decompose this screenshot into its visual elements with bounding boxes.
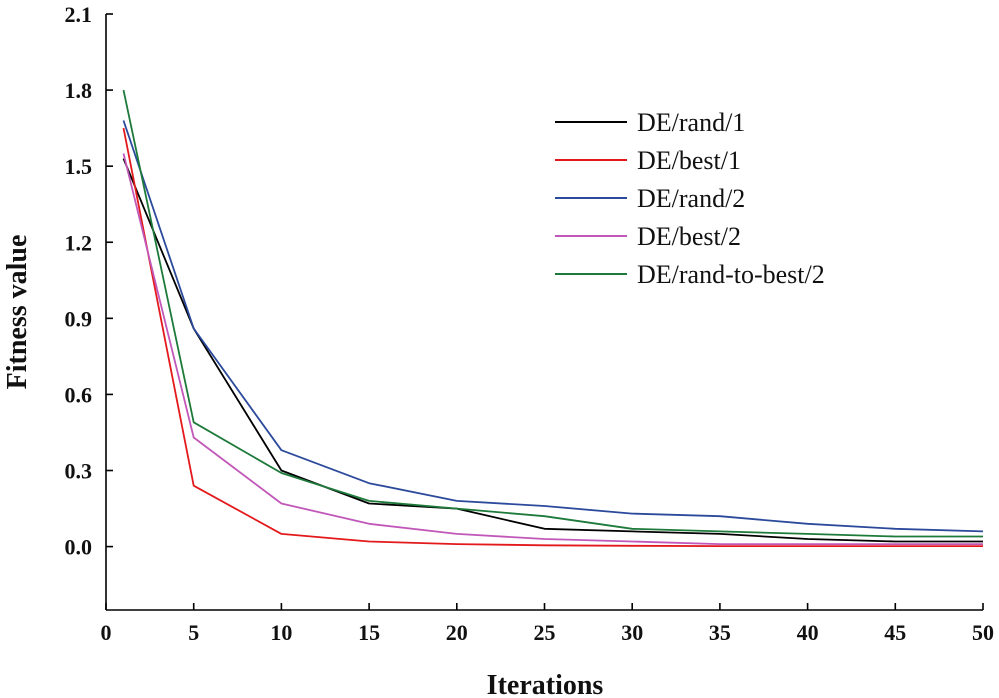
y-tick-label: 1.5 [65, 154, 93, 179]
x-tick-label: 15 [358, 620, 380, 645]
x-axis-title: Iterations [487, 670, 604, 698]
x-tick-label: 35 [709, 620, 731, 645]
legend-label-de-best-1: DE/best/1 [637, 146, 741, 175]
y-tick-label: 0.3 [65, 459, 93, 484]
y-tick-label: 1.8 [65, 78, 93, 103]
x-tick-label: 10 [270, 620, 292, 645]
axes [105, 14, 983, 611]
x-tick-label: 40 [797, 620, 819, 645]
y-ticks: 0.0 0.3 0.6 0.9 1.2 1.5 1.8 2.1 [65, 2, 113, 560]
series-line-de-rand-2 [122, 120, 984, 533]
x-tick-label: 20 [446, 620, 468, 645]
y-tick-label: 2.1 [65, 2, 93, 27]
legend: DE/rand/1 DE/best/1 DE/rand/2 DE/best/2 DE/r… [555, 108, 825, 289]
x-ticks: 0 5 10 15 20 25 30 35 40 45 50 [101, 603, 994, 645]
series-line-de-best-1 [122, 127, 983, 547]
series-line-de-best-2 [122, 153, 983, 545]
y-axis-title: Fitness value [2, 235, 33, 390]
legend-label-de-best-2: DE/best/2 [637, 222, 741, 251]
legend-label-de-rand-2: DE/rand/2 [637, 184, 745, 213]
x-tick-label: 30 [621, 620, 643, 645]
x-tick-label: 5 [188, 620, 199, 645]
series-line-de-rand-to-best-2 [122, 89, 983, 538]
x-tick-label: 50 [972, 620, 994, 645]
x-tick-label: 45 [884, 620, 906, 645]
x-tick-label: 25 [534, 620, 556, 645]
y-tick-label: 1.2 [65, 230, 93, 255]
legend-label-de-rand-1: DE/rand/1 [637, 108, 745, 137]
y-tick-label: 0.6 [65, 382, 93, 407]
y-tick-label: 0.9 [65, 306, 93, 331]
y-tick-label: 0.0 [65, 535, 93, 560]
x-tick-label: 0 [101, 620, 112, 645]
series-group [122, 89, 984, 547]
legend-label-de-rand-to-best-2: DE/rand-to-best/2 [637, 260, 825, 289]
series-line-de-rand-1 [122, 158, 983, 543]
